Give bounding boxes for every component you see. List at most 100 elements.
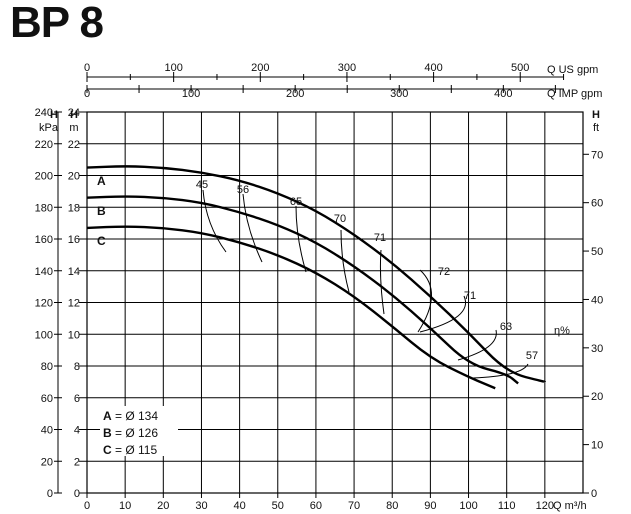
axis-label-kpa-unit: kPa [39, 122, 59, 134]
tick-label-q: 120 [536, 500, 554, 512]
efficiency-label: 71 [464, 290, 476, 302]
tick-label-q: 30 [195, 500, 207, 512]
tick-label-m: 0 [74, 488, 80, 500]
tick-label-ft: 10 [591, 440, 603, 452]
legend-key: B [103, 426, 112, 440]
legend-text: = Ø 126 [115, 426, 158, 440]
pump-curve-c [86, 225, 496, 390]
tick-label-q: 50 [272, 500, 284, 512]
tick-label-us-gpm: 300 [338, 62, 356, 74]
tick-label-ft: 40 [591, 294, 603, 306]
legend-key: A [103, 409, 112, 423]
curve-label-a: A [97, 174, 106, 188]
tick-label-ft: 20 [591, 391, 603, 403]
axis-label-efficiency: η% [554, 325, 570, 337]
tick-label-m: 14 [68, 266, 80, 278]
efficiency-isoline [242, 193, 263, 263]
tick-label-kpa: 240 [35, 107, 53, 119]
efficiency-isoline [202, 189, 227, 253]
tick-label-us-gpm: 100 [164, 62, 182, 74]
tick-label-q: 20 [157, 500, 169, 512]
efficiency-label: 71 [374, 232, 386, 244]
legend-text: = Ø 115 [115, 443, 157, 457]
tick-label-imp-gpm: 200 [286, 88, 304, 100]
efficiency-label: 57 [526, 350, 538, 362]
legend-text: = Ø 134 [115, 409, 158, 423]
tick-label-kpa: 120 [35, 298, 53, 310]
tick-label-kpa: 160 [35, 234, 53, 246]
efficiency-label: 65 [290, 196, 302, 208]
tick-label-kpa: 220 [35, 139, 53, 151]
efficiency-label: 63 [500, 321, 512, 333]
tick-label-q: 90 [424, 500, 436, 512]
tick-label-kpa: 100 [35, 329, 53, 341]
tick-label-q: 70 [348, 500, 360, 512]
tick-label-imp-gpm: 400 [494, 88, 512, 100]
efficiency-label: 70 [334, 213, 346, 225]
axis-label-ft-unit: ft [593, 122, 599, 134]
tick-label-m: 4 [74, 425, 80, 437]
axis-label-ft-h: H [592, 109, 600, 121]
pump-curve-b [86, 195, 519, 385]
efficiency-label: 72 [438, 266, 450, 278]
legend-key: C [103, 443, 112, 457]
curve-label-c: C [97, 234, 106, 248]
tick-label-q: 80 [386, 500, 398, 512]
tick-label-imp-gpm: 100 [182, 88, 200, 100]
tick-label-m: 6 [74, 393, 80, 405]
efficiency-isoline [379, 249, 385, 315]
tick-label-q: 110 [498, 500, 516, 512]
efficiency-label: 56 [237, 184, 249, 196]
tick-label-m: 12 [68, 298, 80, 310]
axis-label-imp-gpm: Q IMP gpm [547, 88, 602, 100]
tick-label-q: 10 [119, 500, 131, 512]
efficiency-isoline [340, 229, 350, 293]
tick-label-q: 0 [84, 500, 90, 512]
tick-label-kpa: 140 [35, 266, 53, 278]
efficiency-isoline [457, 329, 497, 361]
tick-label-q: 100 [459, 500, 477, 512]
tick-label-kpa: 200 [35, 171, 53, 183]
tick-label-m: 24 [68, 107, 80, 119]
tick-label-ft: 70 [591, 149, 603, 161]
tick-label-ft: 50 [591, 246, 603, 258]
efficiency-isoline [417, 269, 432, 333]
tick-label-imp-gpm: 0 [84, 88, 90, 100]
tick-label-us-gpm: 500 [511, 62, 529, 74]
page-title: BP 8 [10, 0, 104, 47]
tick-label-ft: 60 [591, 198, 603, 210]
tick-label-us-gpm: 0 [84, 62, 90, 74]
axis-label-q: Q m³/h [553, 500, 587, 512]
axis-label-kpa-h: H [50, 109, 58, 121]
tick-label-q: 60 [310, 500, 322, 512]
tick-label-ft: 0 [591, 488, 597, 500]
tick-label-m: 18 [68, 202, 80, 214]
tick-label-kpa: 180 [35, 202, 53, 214]
tick-label-m: 22 [68, 139, 80, 151]
efficiency-isoline [472, 363, 529, 379]
tick-label-us-gpm: 400 [424, 62, 442, 74]
tick-label-imp-gpm: 300 [390, 88, 408, 100]
tick-label-kpa: 40 [41, 425, 53, 437]
tick-label-m: 16 [68, 234, 80, 246]
efficiency-label: 45 [196, 179, 208, 191]
tick-label-m: 10 [68, 329, 80, 341]
axis-label-us-gpm: Q US gpm [547, 64, 598, 76]
tick-label-kpa: 80 [41, 361, 53, 373]
tick-label-m: 20 [68, 171, 80, 183]
tick-label-kpa: 60 [41, 393, 53, 405]
tick-label-m: 8 [74, 361, 80, 373]
legend-background [100, 406, 178, 456]
curve-label-b: B [97, 204, 106, 218]
efficiency-isoline [295, 205, 307, 273]
tick-label-kpa: 0 [47, 488, 53, 500]
tick-label-ft: 30 [591, 343, 603, 355]
tick-label-q: 40 [233, 500, 245, 512]
tick-label-kpa: 20 [41, 456, 53, 468]
axis-label-m-h: H [70, 109, 78, 121]
tick-label-us-gpm: 200 [251, 62, 269, 74]
efficiency-isoline [419, 295, 466, 333]
axis-label-m-unit: m [69, 122, 78, 134]
tick-label-m: 2 [74, 456, 80, 468]
